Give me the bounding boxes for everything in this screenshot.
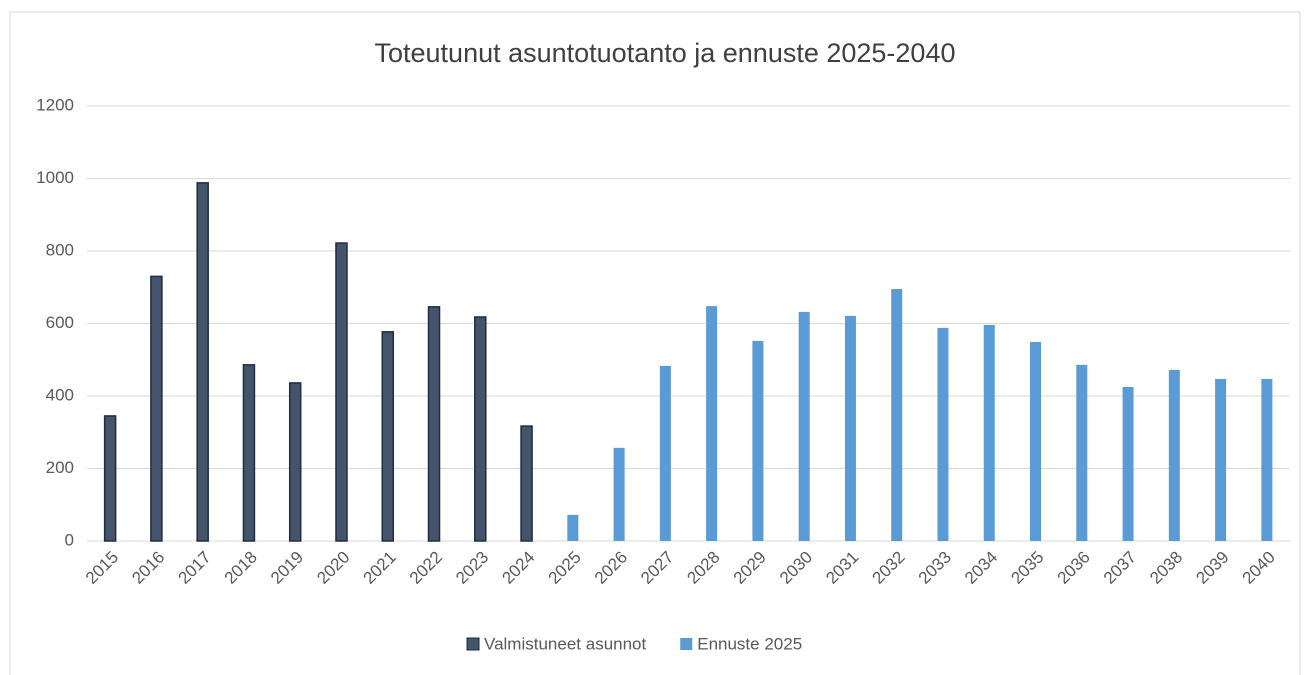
chart-frame [9, 11, 1301, 675]
bar [567, 514, 579, 541]
bar [1122, 386, 1134, 541]
bar [335, 242, 348, 542]
legend-swatch [466, 637, 480, 651]
bar [381, 331, 394, 542]
legend-swatch [680, 638, 693, 650]
y-tick-label: 200 [46, 458, 74, 477]
y-tick-label: 0 [65, 530, 74, 549]
bar [1215, 378, 1227, 541]
bar [844, 315, 856, 541]
bar [288, 382, 302, 542]
y-tick-label: 1000 [36, 168, 74, 187]
chart-title: Toteutunut asuntotuotanto ja ennuste 202… [375, 38, 956, 68]
bar [427, 306, 441, 542]
bar [1261, 378, 1273, 541]
bar [983, 324, 995, 541]
bar [1168, 369, 1180, 541]
bar [798, 311, 810, 541]
bar [103, 415, 117, 542]
y-tick-label: 400 [46, 385, 74, 404]
legend-label: Ennuste 2025 [697, 634, 802, 653]
bar [196, 182, 209, 542]
bar [1076, 364, 1088, 541]
y-tick-label: 800 [46, 240, 74, 259]
bar [752, 340, 764, 541]
bar [520, 425, 533, 542]
legend-label: Valmistuneet asunnot [484, 634, 647, 653]
y-tick-label: 1200 [36, 95, 74, 114]
bar [937, 327, 949, 541]
bar [706, 306, 718, 541]
bar [891, 289, 903, 541]
bar [474, 316, 487, 542]
bar [613, 447, 625, 541]
bar [659, 365, 671, 541]
bar [150, 275, 163, 542]
bar [1030, 341, 1042, 541]
bar [242, 364, 256, 542]
y-tick-label: 600 [46, 313, 74, 332]
